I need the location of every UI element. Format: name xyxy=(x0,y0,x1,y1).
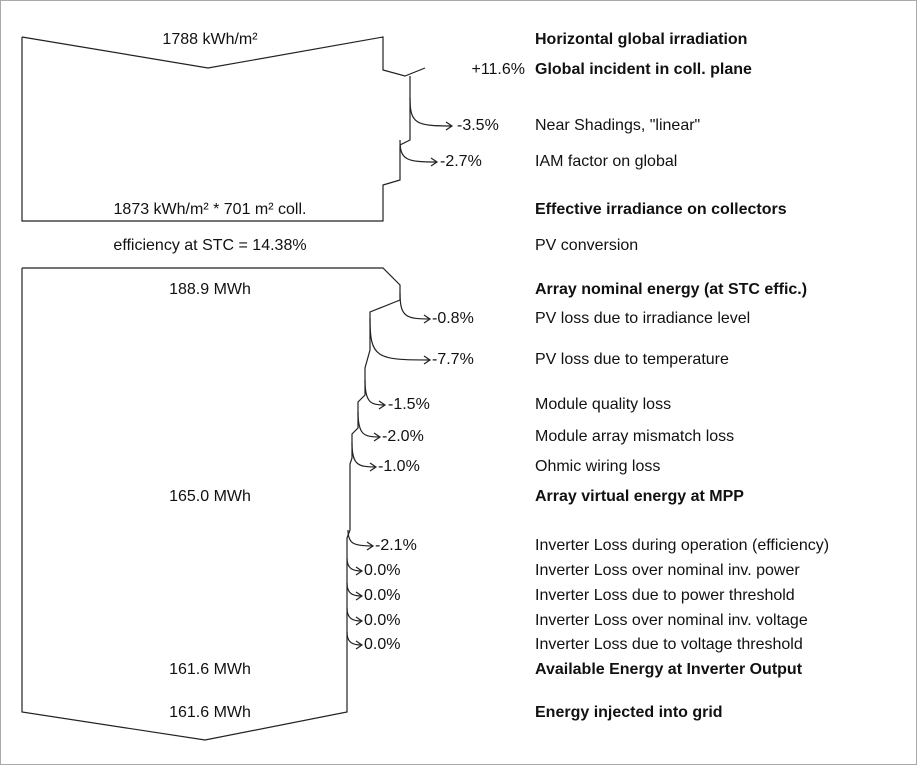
loss-arrow xyxy=(346,557,364,576)
step-label: Array nominal energy (at STC effic.) xyxy=(535,281,807,298)
step-label: Horizontal global irradiation xyxy=(535,31,747,48)
amount: efficiency at STC = 14.38% xyxy=(113,237,306,254)
amount: 161.6 MWh xyxy=(169,704,251,721)
change: -0.8% xyxy=(432,310,474,327)
step-label: Array virtual energy at MPP xyxy=(535,488,744,505)
step-label: Inverter Loss over nominal inv. power xyxy=(535,562,800,579)
loss-arrow xyxy=(347,529,375,551)
step-label: Global incident in coll. plane xyxy=(535,61,752,78)
step-label: PV loss due to temperature xyxy=(535,351,729,368)
loss-arrow xyxy=(399,292,432,324)
change: -2.7% xyxy=(440,153,482,170)
step-label: Module array mismatch loss xyxy=(535,428,734,445)
change: -1.0% xyxy=(378,458,420,475)
step-label: Ohmic wiring loss xyxy=(535,458,660,475)
change: -2.1% xyxy=(375,537,417,554)
change: -2.0% xyxy=(382,428,424,445)
change: -1.5% xyxy=(388,396,430,413)
loss-arrow xyxy=(364,379,387,410)
amount: 165.0 MWh xyxy=(169,488,251,505)
step-label: Inverter Loss during operation (efficien… xyxy=(535,537,829,554)
change: +11.6% xyxy=(471,61,525,78)
change: 0.0% xyxy=(364,587,400,604)
loss-arrow xyxy=(351,442,378,472)
loss-arrow xyxy=(346,582,364,601)
loss-arrow xyxy=(357,411,382,442)
step-label: Inverter Loss over nominal inv. voltage xyxy=(535,612,808,629)
loss-arrow xyxy=(409,97,454,131)
step-label: PV loss due to irradiance level xyxy=(535,310,750,327)
amount: 188.9 MWh xyxy=(169,281,251,298)
change: -3.5% xyxy=(457,117,499,134)
loss-arrow xyxy=(369,317,432,365)
change: 0.0% xyxy=(364,612,400,629)
step-label: Energy injected into grid xyxy=(535,704,723,721)
loss-arrow xyxy=(346,631,364,650)
change: -7.7% xyxy=(432,351,474,368)
step-label: Inverter Loss due to power threshold xyxy=(535,587,795,604)
loss-arrow xyxy=(346,607,364,626)
step-label: Inverter Loss due to voltage threshold xyxy=(535,636,803,653)
step-label: IAM factor on global xyxy=(535,153,677,170)
change: 0.0% xyxy=(364,562,400,579)
step-label: Module quality loss xyxy=(535,396,671,413)
step-label: PV conversion xyxy=(535,237,638,254)
change: 0.0% xyxy=(364,636,400,653)
amount: 1873 kWh/m² * 701 m² coll. xyxy=(114,201,307,218)
step-label: Effective irradiance on collectors xyxy=(535,201,787,218)
loss-arrow xyxy=(399,139,439,167)
amount: 161.6 MWh xyxy=(169,661,251,678)
amount: 1788 kWh/m² xyxy=(162,31,258,48)
step-label: Available Energy at Inverter Output xyxy=(535,661,803,678)
irradiance-block xyxy=(21,36,426,222)
step-label: Near Shadings, "linear" xyxy=(535,117,700,134)
